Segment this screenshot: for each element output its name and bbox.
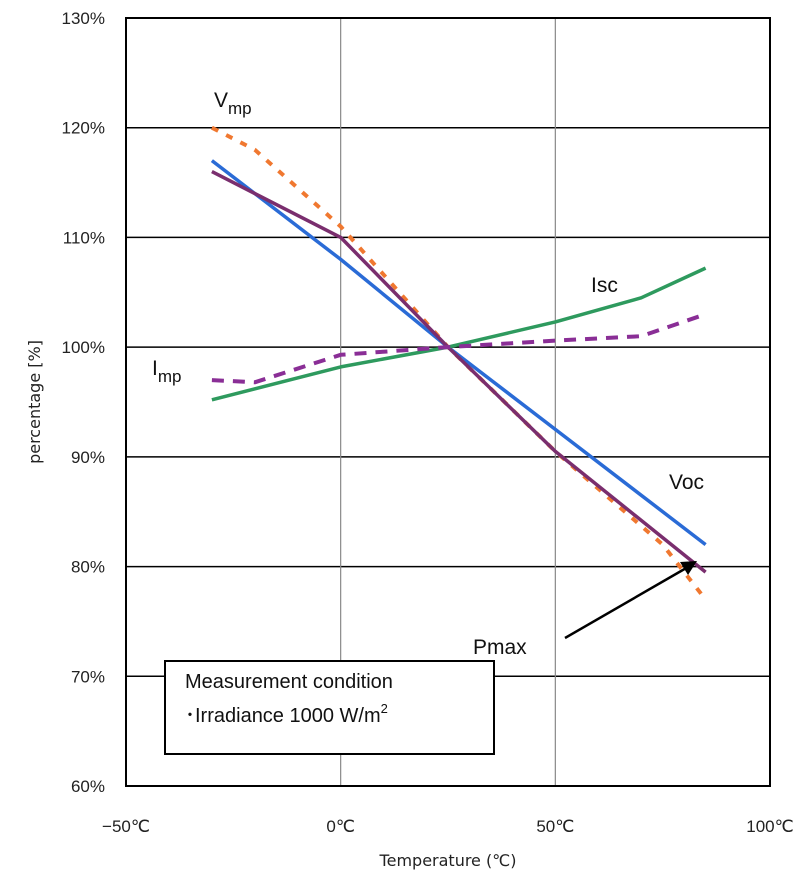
plot-area [126,18,770,786]
x-tick-label: 50℃ [536,817,574,836]
pmax-arrowhead [680,561,697,575]
y-tick-label: 90% [71,448,105,467]
series-label-vmp: Vmp [214,89,252,118]
measurement-note-title: Measurement condition [185,671,393,693]
series-lines [210,125,708,601]
y-axis-title: percentage [%] [25,340,44,464]
series-line-isc [211,266,707,402]
tick-labels: 60% 70% 80% 90% 100% 110% 120% 130% −50℃ 0℃ 50℃ 100… [62,9,794,836]
x-tick-label: −50℃ [102,817,150,836]
y-tick-label: 130% [62,9,105,28]
x-tick-label: 0℃ [326,817,355,836]
series-line-imp [211,312,707,385]
series-label-isc: Isc [591,274,618,297]
y-tick-label: 80% [71,558,105,577]
x-axis-title: Temperature (℃) [379,851,517,870]
y-tick-label: 100% [62,338,105,357]
x-tick-label: 100℃ [746,817,793,836]
measurement-note-body: ･Irradiance 1000 W/m2 [185,701,388,727]
series-label-voc: Voc [669,471,704,494]
plot-frame [125,17,771,787]
y-tick-label: 60% [71,777,105,796]
y-tick-label: 120% [62,119,105,138]
pmax-arrow-line [564,565,689,640]
y-tick-label: 110% [63,228,105,247]
series-label-pmax: Pmax [473,636,527,659]
series-label-imp: Imp [152,357,181,386]
y-tick-label: 70% [71,667,105,686]
measurement-note-box [164,660,495,755]
